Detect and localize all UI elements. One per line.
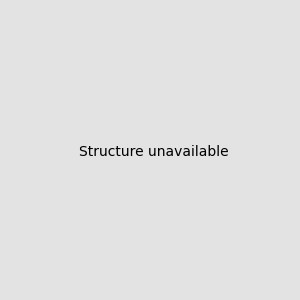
Text: Structure unavailable: Structure unavailable bbox=[79, 145, 229, 158]
